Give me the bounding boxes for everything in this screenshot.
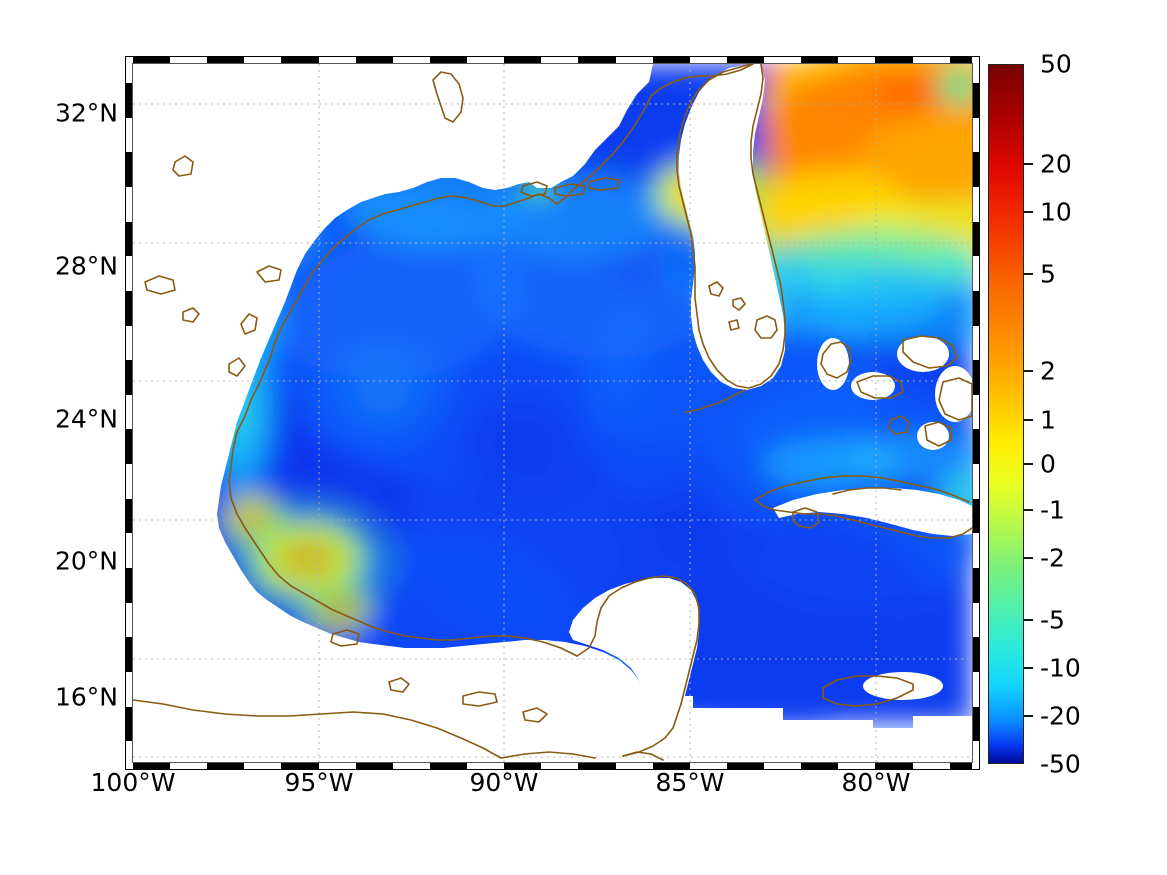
frame-tick-bottom: [578, 762, 616, 770]
frame-tick-right: [972, 152, 980, 187]
colorbar-label-neg50: -50: [1040, 749, 1081, 779]
x-tick-label-85w: 85°W: [655, 768, 725, 797]
frame-tick-bottom: [801, 762, 839, 770]
frame-right-railroad: [972, 56, 980, 770]
frame-tick-right: [972, 637, 980, 672]
frame-tick-top: [207, 56, 245, 64]
colorbar-label-50: 50: [1040, 49, 1072, 79]
frame-tick-bottom: [726, 762, 765, 770]
coastlines: [133, 64, 972, 761]
y-tick-label-24n: 24°N: [54, 404, 118, 434]
frame-bottom-railroad: [125, 762, 980, 770]
colorbar-label-2: 2: [1040, 356, 1056, 386]
colorbar-tick-10: [1024, 210, 1033, 213]
frame-tick-right: [972, 83, 980, 118]
map-field-svg: [133, 64, 972, 762]
frame-tick-top: [949, 56, 972, 64]
frame-tick-top: [355, 56, 393, 64]
y-tick-label-16n: 16°N: [54, 682, 118, 712]
frame-tick-right: [972, 360, 980, 395]
colorbar-label-5: 5: [1040, 259, 1056, 289]
colorbar-tick-neg5: [1024, 618, 1033, 621]
frame-tick-left: [125, 706, 133, 742]
colorbar-tick-1: [1024, 418, 1033, 421]
frame-tick-right: [972, 290, 980, 326]
y-tick-label-28n: 28°N: [54, 251, 118, 281]
x-tick-label-80w: 80°W: [841, 768, 911, 797]
frame-tick-bottom: [875, 762, 913, 770]
colorbar-label-neg20: -20: [1040, 701, 1081, 731]
frame-tick-left: [125, 83, 133, 118]
frame-tick-left: [125, 221, 133, 257]
frame-tick-bottom: [429, 762, 468, 770]
frame-tick-top: [281, 56, 319, 64]
colorbar-tick-neg2: [1024, 556, 1033, 559]
frame-tick-top: [652, 56, 690, 64]
frame-tick-bottom: [652, 762, 690, 770]
colorbar-label-20: 20: [1040, 149, 1072, 179]
y-tick-label-20n: 20°N: [54, 546, 118, 576]
colorbar-gradient: [988, 64, 1024, 764]
frame-tick-top: [429, 56, 468, 64]
frame-tick-left: [125, 290, 133, 326]
frame-tick-left: [125, 568, 133, 603]
frame-tick-top: [726, 56, 765, 64]
colorbar-label-neg2: -2: [1040, 543, 1065, 572]
x-tick-label-100w: 100°W: [90, 768, 176, 797]
frame-tick-top: [133, 56, 171, 64]
frame-tick-right: [972, 429, 980, 465]
frame-tick-top: [578, 56, 616, 64]
frame-tick-bottom: [133, 762, 171, 770]
map-panel: [125, 56, 980, 770]
frame-tick-top: [504, 56, 542, 64]
frame-left-railroad: [125, 56, 133, 770]
colorbar-label-neg10: -10: [1040, 653, 1081, 683]
frame-tick-bottom: [504, 762, 542, 770]
frame-tick-left: [125, 152, 133, 187]
frame-tick-top: [801, 56, 839, 64]
land-mask: [133, 64, 972, 762]
colorbar-label-0: 0: [1040, 449, 1056, 479]
colorbar-tick-20: [1024, 163, 1033, 166]
colorbar-tick-2: [1024, 370, 1033, 373]
frame-tick-right: [972, 498, 980, 534]
colorbar: 50 20 10 5 2 1 0 -1 -2 -5 -10 -20 -50: [988, 50, 1081, 779]
colorbar-tick-0: [1024, 463, 1033, 466]
colorbar-label-1: 1: [1040, 405, 1056, 435]
frame-tick-right: [972, 706, 980, 742]
frame-tick-right: [972, 568, 980, 603]
colorbar-tick-5: [1024, 273, 1033, 275]
frame-tick-left: [125, 360, 133, 395]
gridlines: [133, 64, 972, 762]
colorbar-label-neg1: -1: [1040, 495, 1065, 525]
frame-tick-bottom: [207, 762, 245, 770]
x-tick-label-90w: 90°W: [469, 768, 539, 797]
colorbar-label-neg5: -5: [1040, 605, 1065, 635]
frame-tick-right: [972, 221, 980, 257]
frame-tick-top: [875, 56, 913, 64]
frame-tick-left: [125, 429, 133, 465]
frame-tick-bottom: [281, 762, 319, 770]
frame-tick-bottom: [355, 762, 393, 770]
frame-top-railroad: [125, 56, 980, 64]
x-tick-label-95w: 95°W: [284, 768, 354, 797]
frame-tick-left: [125, 637, 133, 672]
colorbar-tick-neg10: [1024, 667, 1033, 670]
colorbar-tick-neg1: [1024, 508, 1033, 511]
colorbar-tick-neg20: [1024, 714, 1033, 717]
frame-tick-bottom: [949, 762, 972, 770]
colorbar-label-10: 10: [1040, 197, 1072, 227]
map-canvas: [133, 64, 972, 762]
frame-tick-left: [125, 498, 133, 534]
y-tick-label-32n: 32°N: [54, 98, 118, 128]
